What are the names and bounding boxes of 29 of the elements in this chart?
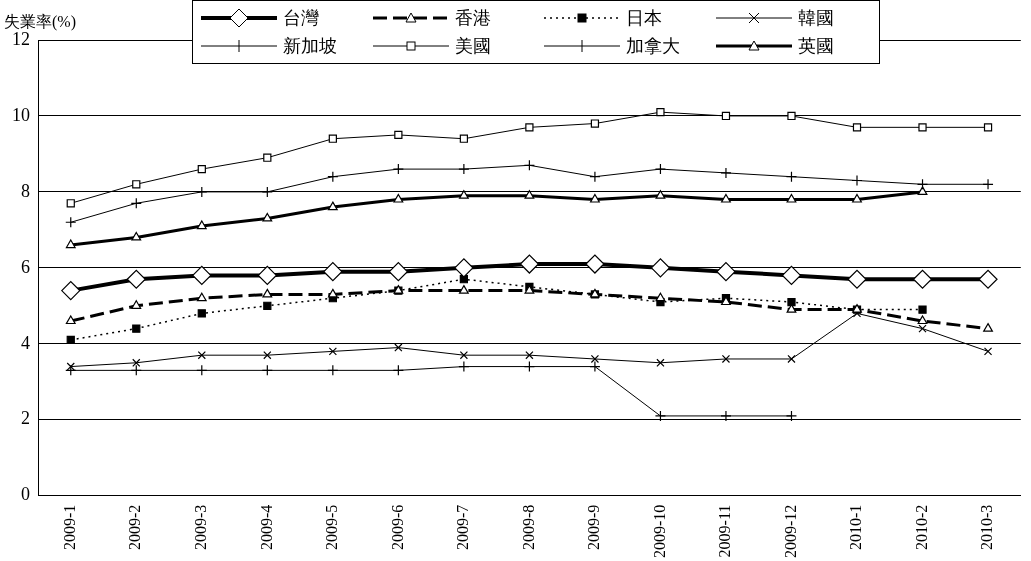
x-tick-label: 2009-2 (126, 504, 144, 550)
legend-label: 台灣 (283, 7, 319, 30)
x-tick-label: 2010-3 (978, 504, 996, 550)
x-tick-label: 2009-3 (192, 504, 209, 550)
x-tick-label: 2009-1 (60, 504, 78, 550)
y-tick-label: 2 (21, 408, 30, 429)
x-tick-label: 2009-6 (388, 504, 406, 550)
legend-label: 香港 (454, 7, 491, 30)
y-tick-label: 0 (21, 484, 30, 505)
x-tick-label: 2009-5 (323, 504, 341, 550)
legend-label: 韓國 (797, 7, 834, 30)
x-tick-label: 2009-7 (454, 504, 472, 550)
y-tick-label: 4 (21, 332, 30, 353)
legend-label: 英國 (797, 35, 834, 58)
y-tick-label: 8 (21, 180, 30, 201)
legend-label: 美國 (454, 35, 491, 58)
y-tick-label: 6 (21, 256, 30, 277)
x-tick-label: 2009-9 (585, 504, 603, 550)
x-tick-label: 2010-2 (912, 504, 930, 550)
y-tick-label: 10 (12, 104, 30, 125)
x-tick-label: 2009-10 (650, 504, 668, 558)
x-tick-label: 2009-11 (716, 504, 734, 558)
x-tick-label: 2009-4 (257, 504, 275, 550)
legend-label: 加拿大 (626, 35, 680, 58)
legend-label: 新加坡 (283, 35, 337, 58)
legend-label: 日本 (626, 7, 662, 30)
x-tick-label: 2009-8 (519, 504, 537, 550)
x-tick-label: 2009-12 (781, 504, 799, 558)
x-tick-label: 2010-1 (847, 504, 865, 550)
